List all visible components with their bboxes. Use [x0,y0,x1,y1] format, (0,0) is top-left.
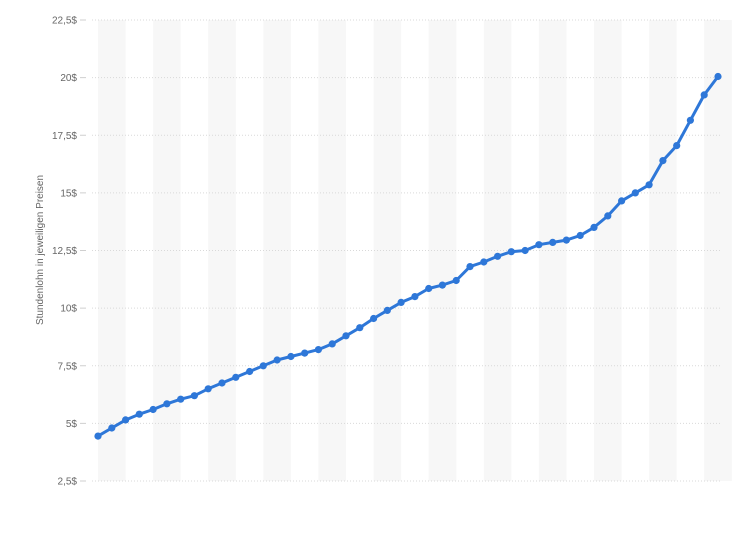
data-point[interactable] [549,238,557,246]
data-point[interactable] [273,356,281,364]
data-point[interactable] [494,252,502,260]
y-tick-label: 22,5$ [52,16,77,27]
data-point[interactable] [618,197,626,205]
data-point[interactable] [356,324,364,332]
y-tick-label: 12,5$ [52,246,77,257]
data-point[interactable] [714,72,722,81]
data-point[interactable] [590,223,598,231]
data-point[interactable] [94,432,102,440]
data-point[interactable] [466,263,474,271]
data-point[interactable] [507,248,515,256]
data-point[interactable] [301,349,309,357]
data-point[interactable] [673,142,681,150]
data-point[interactable] [204,385,212,393]
data-point[interactable] [562,236,571,244]
data-point[interactable] [438,281,446,289]
y-axis-title: Stundenlohn in jeweiligen Preisen [35,175,46,325]
data-point[interactable] [342,332,350,340]
y-tick-label: 5$ [66,419,78,430]
background-band [538,20,567,481]
data-point[interactable] [135,410,143,418]
data-point[interactable] [700,91,708,99]
data-point[interactable] [631,189,639,197]
data-point[interactable] [370,314,378,323]
data-point[interactable] [521,246,529,255]
series-line [96,75,720,438]
y-tick-label: 15$ [60,188,77,199]
background-band [373,20,402,481]
data-point[interactable] [576,231,584,240]
data-point[interactable] [108,424,116,432]
background-band [98,20,126,481]
data-point[interactable] [645,181,653,189]
data-point[interactable] [149,405,157,414]
data-point[interactable] [232,373,240,381]
background-bands [98,20,732,481]
y-axis-ticks: 2,5$ 5$ 7,5$ 10$ 12,5$ 15$ 17,5$ 20$ 22,5$ [52,16,86,488]
data-point[interactable] [452,276,460,285]
data-point[interactable] [383,306,391,314]
y-tick-label: 2,5$ [58,477,78,488]
y-tick-label: 20$ [60,73,77,84]
data-point[interactable] [190,392,198,400]
data-point[interactable] [163,400,171,408]
background-band [263,20,291,481]
data-point[interactable] [411,293,419,301]
data-point[interactable] [122,416,130,424]
gridlines [92,19,722,482]
y-tick-label: 17,5$ [52,131,77,142]
data-point[interactable] [177,395,185,403]
y-tick-label: 10$ [60,304,77,315]
data-point[interactable] [314,346,322,354]
background-band [704,20,732,481]
data-point[interactable] [218,379,226,387]
data-point[interactable] [604,212,612,220]
series-group [94,72,722,440]
data-point[interactable] [480,258,488,266]
background-band [428,20,457,481]
y-tick-label: 7,5$ [58,361,78,372]
data-point[interactable] [328,340,336,348]
data-point[interactable] [425,284,433,293]
data-point[interactable] [686,116,695,124]
data-point[interactable] [246,367,254,376]
data-point[interactable] [397,298,405,306]
data-point[interactable] [287,352,295,361]
data-point[interactable] [659,157,667,165]
data-point[interactable] [259,362,267,370]
data-point[interactable] [535,241,543,249]
